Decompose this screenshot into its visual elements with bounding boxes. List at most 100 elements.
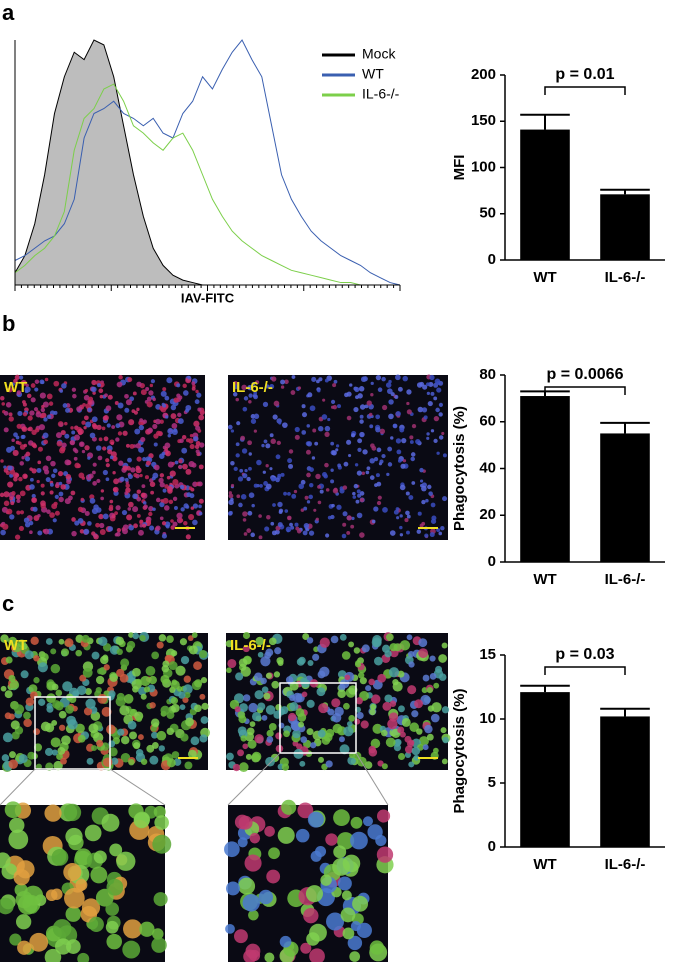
cell: [8, 674, 16, 682]
cell: [131, 409, 136, 414]
cell: [181, 435, 187, 440]
cell: [12, 643, 22, 653]
cell: [299, 760, 306, 767]
cell: [98, 437, 103, 442]
cell: [322, 398, 326, 402]
cell: [183, 390, 189, 396]
cell: [333, 845, 347, 859]
cell: [192, 481, 198, 487]
cell: [25, 697, 35, 707]
cell: [429, 532, 435, 538]
cell: [295, 526, 300, 531]
cell: [128, 524, 134, 531]
cell: [241, 448, 248, 454]
cell: [18, 754, 28, 764]
cell: [238, 715, 247, 724]
cell: [165, 450, 171, 457]
cell: [419, 467, 424, 473]
cell: [421, 485, 427, 492]
cell: [122, 430, 128, 436]
cell: [297, 386, 302, 390]
cell: [331, 503, 335, 508]
cell: [261, 686, 269, 694]
cell: [21, 456, 25, 460]
cell: [4, 690, 13, 699]
cell: [188, 486, 193, 491]
cell: [138, 446, 145, 453]
cell: [127, 377, 133, 383]
bar: [520, 129, 570, 260]
cell: [58, 724, 66, 731]
cell: [173, 505, 178, 510]
cell: [409, 440, 414, 444]
significance-bracket: [544, 86, 626, 95]
cell: [112, 470, 116, 475]
cell: [97, 383, 101, 388]
cell: [160, 406, 167, 413]
cell: [0, 897, 14, 915]
cell: [433, 396, 438, 401]
cell: [362, 376, 368, 382]
cell: [300, 736, 308, 743]
cell: [239, 703, 248, 712]
cell: [46, 509, 51, 514]
cell: [310, 742, 317, 749]
cell: [330, 479, 335, 484]
cell: [170, 525, 175, 530]
cell: [387, 446, 393, 452]
cell: [18, 525, 25, 531]
y-tick-label: 15: [479, 646, 496, 663]
cell: [140, 675, 151, 687]
cell: [342, 522, 347, 527]
cell: [416, 728, 423, 735]
cell: [350, 921, 361, 932]
cell: [277, 826, 295, 844]
cell: [29, 410, 35, 416]
cell: [84, 687, 92, 695]
cell: [162, 387, 167, 392]
cell: [415, 438, 421, 445]
cell: [96, 739, 104, 747]
cell: [253, 429, 257, 433]
cell: [111, 425, 116, 429]
cell: [306, 472, 311, 478]
cell: [189, 433, 194, 438]
bar: [520, 396, 570, 562]
cell: [119, 476, 125, 482]
cell: [350, 524, 355, 529]
cell: [398, 752, 406, 761]
cell: [240, 494, 247, 500]
cell: [375, 414, 381, 420]
cell: [183, 503, 189, 509]
cell: [127, 720, 137, 730]
cell: [224, 841, 240, 858]
cell: [170, 697, 179, 705]
cell: [117, 431, 123, 436]
cell: [301, 430, 307, 435]
cell: [356, 711, 364, 720]
cell: [320, 874, 332, 886]
cell: [384, 694, 393, 703]
cell: [238, 762, 249, 773]
cell: [240, 666, 251, 677]
cell: [19, 490, 26, 497]
cell: [146, 396, 152, 402]
cell: [115, 437, 120, 442]
cell: [136, 456, 142, 462]
cell: [350, 816, 363, 829]
cell: [426, 436, 430, 440]
y-tick-label: 100: [471, 158, 496, 175]
cell: [406, 401, 410, 406]
cell: [430, 713, 440, 723]
cell: [235, 442, 240, 447]
cell: [343, 461, 349, 467]
cell: [306, 500, 311, 504]
cell: [386, 633, 394, 642]
cell: [60, 757, 67, 765]
cell: [155, 497, 161, 503]
cell: [272, 503, 276, 507]
cell: [411, 710, 419, 718]
cell: [349, 752, 355, 759]
cell: [161, 533, 167, 539]
cell: [154, 815, 169, 830]
